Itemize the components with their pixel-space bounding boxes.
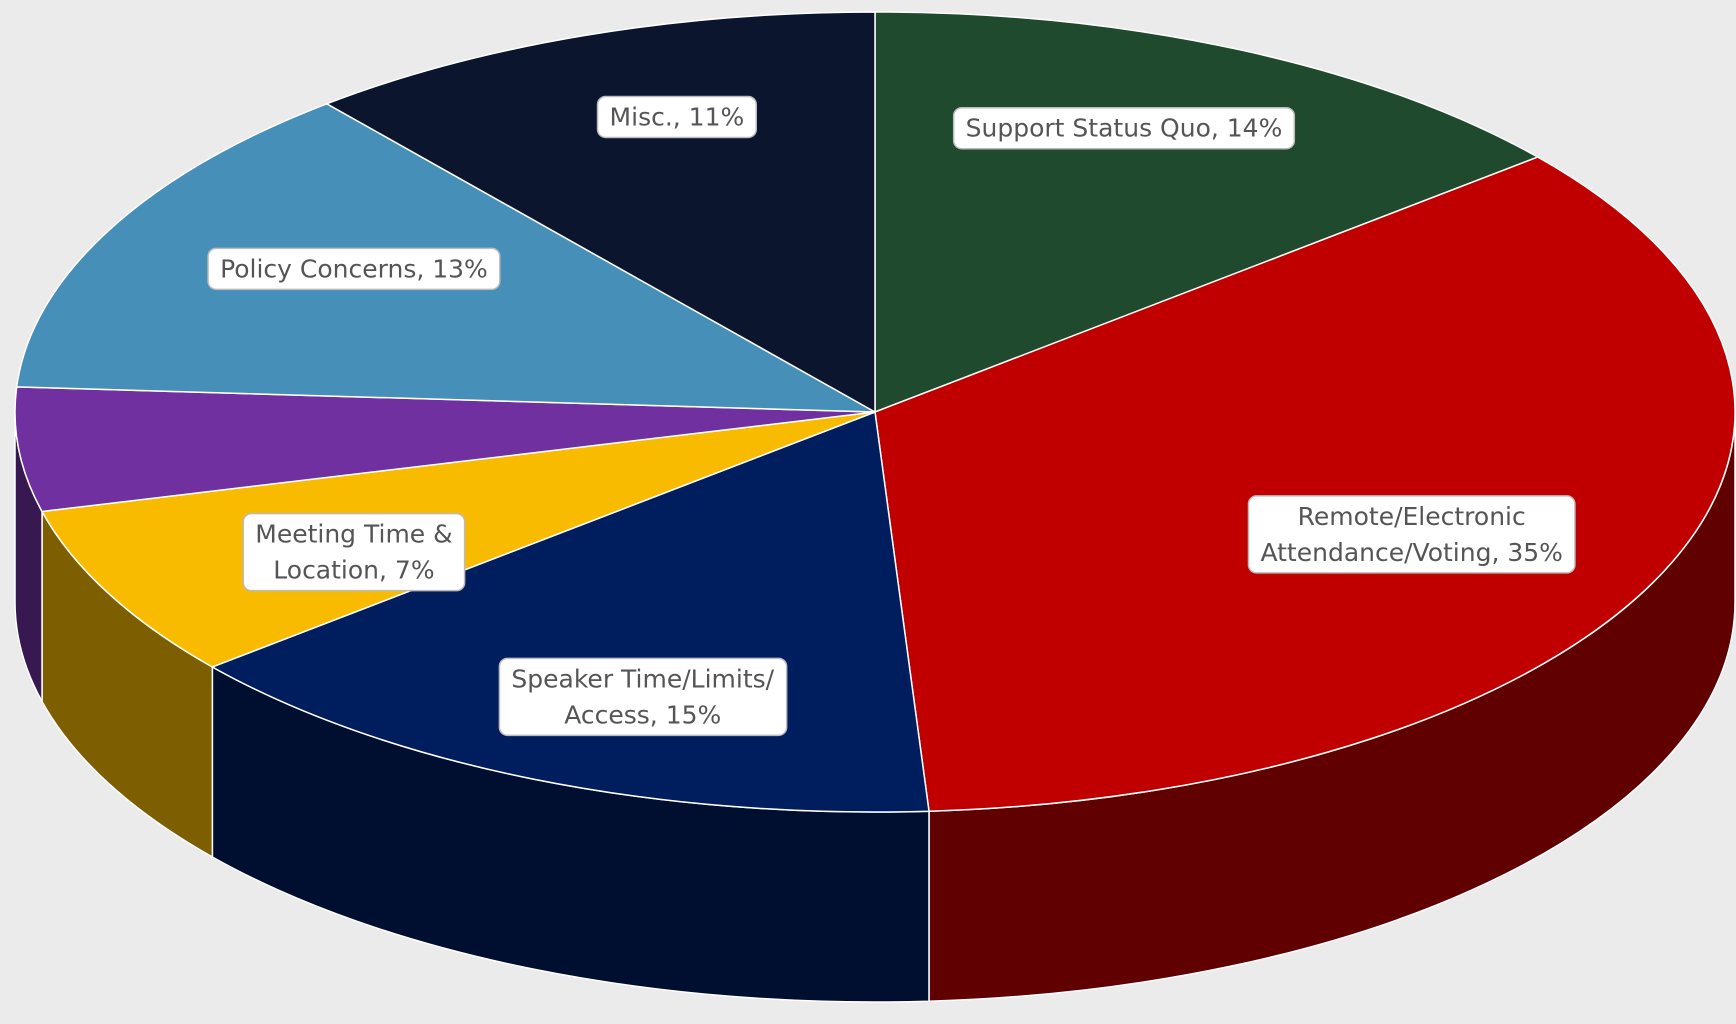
label-box bbox=[952, 106, 1296, 150]
data-label: Speaker Time/Limits/Access, 15% bbox=[498, 657, 788, 737]
data-label: Misc., 11% bbox=[596, 95, 758, 139]
data-label-text: Misc., 11% bbox=[610, 102, 745, 131]
data-label: Support Status Quo, 14% bbox=[952, 106, 1296, 150]
label-box bbox=[498, 657, 788, 737]
data-label-text: Speaker Time/Limits/ bbox=[511, 664, 774, 693]
data-label-text: Support Status Quo, 14% bbox=[966, 114, 1283, 143]
slice bbox=[874, 156, 1736, 812]
data-label-text: Remote/Electronic bbox=[1298, 502, 1526, 531]
data-label: Meeting Time & Location, 7% bbox=[242, 512, 466, 592]
label-box bbox=[596, 95, 758, 139]
data-label-text: Access, 15% bbox=[564, 700, 721, 729]
label-box bbox=[207, 247, 501, 291]
label-box bbox=[242, 512, 466, 592]
data-label-text: Meeting Time & bbox=[255, 520, 452, 549]
data-label: Policy Concerns, 13% bbox=[207, 247, 501, 291]
data-label-text: Policy Concerns, 13% bbox=[220, 254, 488, 283]
slice bbox=[14, 386, 876, 513]
data-label-text: Attendance/Voting, 35% bbox=[1260, 538, 1562, 567]
label-box bbox=[1247, 495, 1576, 574]
data-label: Remote/Electronic Attendance/Voting, 35% bbox=[1247, 495, 1576, 574]
data-label-text: Location, 7% bbox=[273, 556, 434, 585]
